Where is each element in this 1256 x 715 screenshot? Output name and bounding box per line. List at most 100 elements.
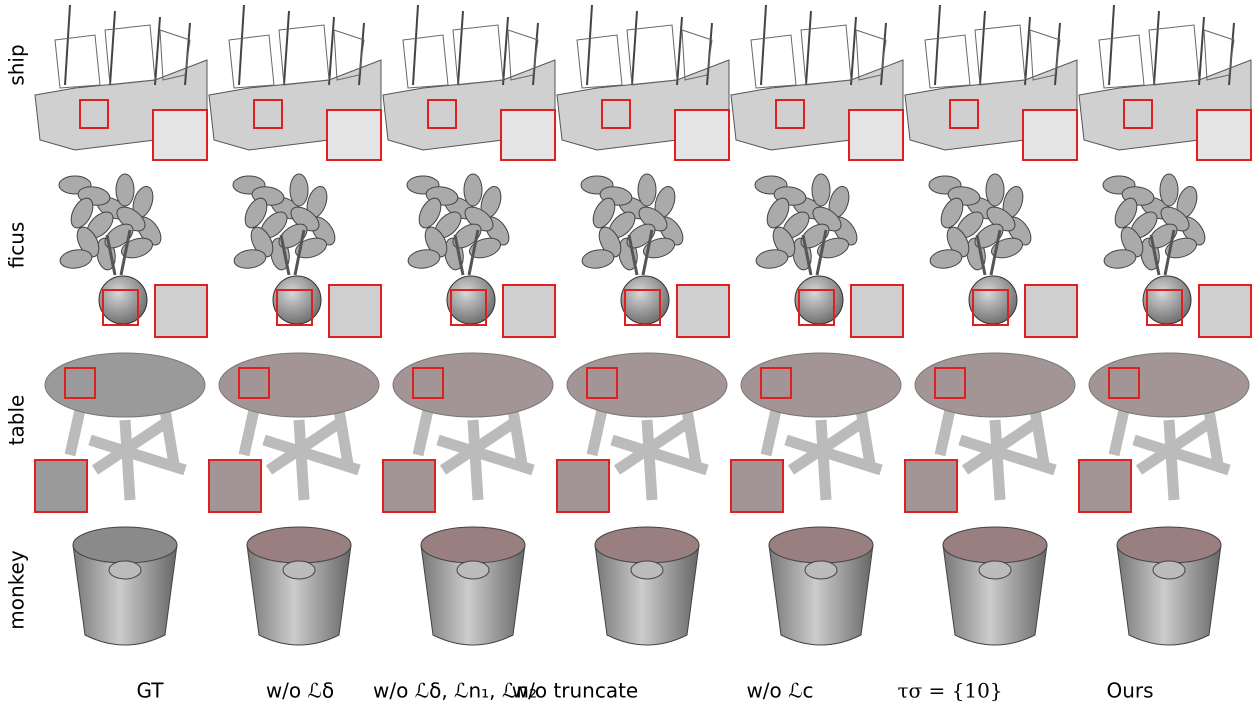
table-top <box>393 353 553 417</box>
zoom-inset <box>209 460 261 512</box>
zoom-inset <box>153 110 207 160</box>
column-cells <box>1079 5 1251 645</box>
ship-mast <box>1199 17 1204 85</box>
column-cells <box>209 5 381 645</box>
ficus-leaf <box>290 174 308 206</box>
ship-mast <box>329 17 334 85</box>
ship-mast <box>1109 5 1114 85</box>
column-label: w/o ℒδ <box>266 679 334 703</box>
ship-mast <box>935 5 940 85</box>
zoom-inset <box>849 110 903 160</box>
ship-mast <box>761 5 766 85</box>
ship-mast <box>155 17 160 85</box>
row-label: ficus <box>5 222 29 269</box>
ficus-leaf <box>464 174 482 206</box>
zoom-inset <box>35 460 87 512</box>
ficus-pot <box>1143 276 1191 324</box>
ficus-pot <box>795 276 843 324</box>
cup-figure <box>979 561 1011 579</box>
zoom-inset <box>327 110 381 160</box>
ficus-leaf <box>1160 174 1178 206</box>
zoom-inset <box>1023 110 1077 160</box>
zoom-inset <box>503 285 555 337</box>
ship-sails <box>925 25 1060 88</box>
ship-mast <box>65 5 70 85</box>
zoom-inset <box>557 460 609 512</box>
ship-sails <box>751 25 886 88</box>
ficus-leaf <box>812 174 830 206</box>
ship-mast <box>1025 17 1030 85</box>
zoom-inset <box>1025 285 1077 337</box>
cup-rim <box>1117 527 1221 563</box>
zoom-inset <box>851 285 903 337</box>
ship-sails <box>403 25 538 88</box>
cup-rim <box>247 527 351 563</box>
ficus-pot <box>969 276 1017 324</box>
column-label: τσ = {10} <box>897 679 1002 703</box>
ficus-pot <box>99 276 147 324</box>
ship-mast <box>806 11 811 85</box>
ficus-pot <box>273 276 321 324</box>
ship-sails <box>55 25 190 88</box>
ficus-leaf <box>638 174 656 206</box>
cup-rim <box>943 527 1047 563</box>
row-label: monkey <box>5 550 29 630</box>
zoom-inset <box>905 460 957 512</box>
cup-rim <box>595 527 699 563</box>
ship-mast <box>980 11 985 85</box>
row-label: table <box>5 395 29 446</box>
ship-mast <box>458 11 463 85</box>
zoom-inset <box>677 285 729 337</box>
ship-mast <box>239 5 244 85</box>
cup-figure <box>457 561 489 579</box>
table-top <box>45 353 205 417</box>
zoom-inset <box>675 110 729 160</box>
cup-rim <box>421 527 525 563</box>
cup-figure <box>109 561 141 579</box>
column-label: Ours <box>1106 679 1153 703</box>
ship-sails <box>229 25 364 88</box>
ship-sails <box>1099 25 1234 88</box>
ship-mast <box>110 11 115 85</box>
ship-mast <box>284 11 289 85</box>
table-top <box>219 353 379 417</box>
ship-sails <box>577 25 712 88</box>
column-cells <box>905 5 1077 645</box>
ficus-pot <box>447 276 495 324</box>
ficus-leaf <box>116 174 134 206</box>
zoom-inset <box>731 460 783 512</box>
table-top <box>741 353 901 417</box>
column-label: w/o truncate <box>512 679 639 703</box>
ship-mast <box>851 17 856 85</box>
cup-figure <box>631 561 663 579</box>
ship-mast <box>503 17 508 85</box>
ship-mast <box>632 11 637 85</box>
ficus-pot <box>621 276 669 324</box>
table-top <box>915 353 1075 417</box>
cup-figure <box>1153 561 1185 579</box>
cup-rim <box>73 527 177 563</box>
zoom-inset <box>1199 285 1251 337</box>
zoom-inset <box>1079 460 1131 512</box>
column-cells <box>35 5 207 645</box>
cup-figure <box>283 561 315 579</box>
zoom-inset <box>1197 110 1251 160</box>
table-top <box>1089 353 1249 417</box>
column-label: w/o ℒc <box>746 679 813 703</box>
table-top <box>567 353 727 417</box>
figure: shipficustablemonkeyGTw/o ℒδw/o ℒδ, ℒn₁,… <box>0 0 1256 715</box>
ship-mast <box>413 5 418 85</box>
cup-rim <box>769 527 873 563</box>
ship-mast <box>587 5 592 85</box>
zoom-inset <box>329 285 381 337</box>
zoom-inset <box>155 285 207 337</box>
cup-figure <box>805 561 837 579</box>
column-cells <box>557 5 729 645</box>
ship-mast <box>1154 11 1159 85</box>
row-label: ship <box>5 44 29 85</box>
column-cells <box>731 5 903 645</box>
ficus-leaf <box>986 174 1004 206</box>
column-cells <box>383 5 555 645</box>
zoom-inset <box>383 460 435 512</box>
column-label: GT <box>136 679 164 703</box>
